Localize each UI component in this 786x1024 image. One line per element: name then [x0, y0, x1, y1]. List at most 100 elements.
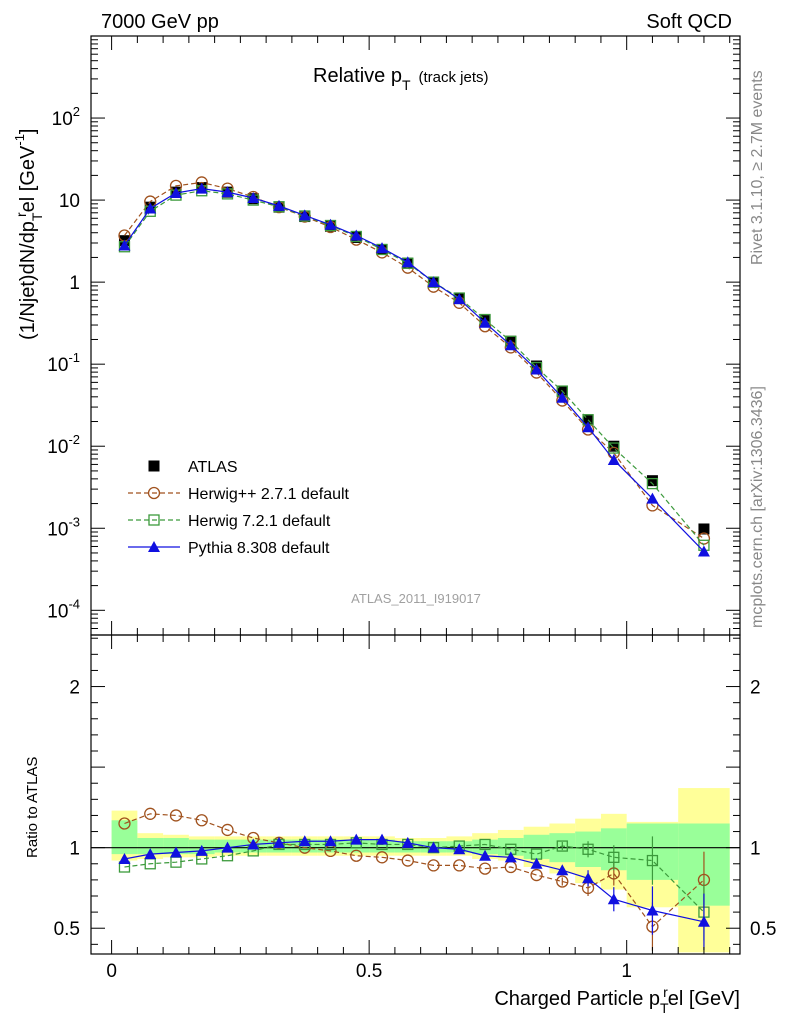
ratio-point-pythia-8-308-default [504, 851, 517, 863]
y-tick-label: 10-3 [47, 514, 80, 540]
ratio-point-pythia-8-308-default [453, 843, 466, 855]
ratio-point-pythia-8-308-default [298, 835, 311, 847]
header-right: Soft QCD [646, 11, 732, 33]
data-point-herwig-2-7-1-default [697, 532, 711, 545]
ratio-point-pythia-8-308-default [401, 836, 414, 848]
ratio-tick-label-left: 0.5 [54, 919, 80, 940]
ratio-line-pythia-8-308-default [124, 839, 705, 923]
source-label: mcplots.cern.ch [arXiv:1306.3436] [749, 386, 766, 628]
series-line-herwig-7-2-1-default [123, 190, 705, 546]
data-point-pythia-8-308-default [556, 391, 569, 403]
y-tick-label: 102 [52, 104, 80, 130]
ratio-point-herwig-7-2-1-default [646, 854, 659, 867]
ratio-tick-label-right: 0.5 [750, 919, 776, 940]
series-line-herwig-2-7-1-default [124, 181, 705, 540]
ratio-point-herwig-2-7-1-default [453, 859, 466, 872]
rivet-label: Rivet 3.1.10, ≥ 2.7M events [749, 70, 766, 265]
data-point-pythia-8-308-default [504, 339, 517, 351]
ratio-point-herwig-2-7-1-default [350, 849, 363, 862]
legend-marker [148, 460, 160, 472]
ratio-tick-label-right: 1 [750, 839, 761, 860]
data-point-atlas [582, 414, 594, 426]
ratio-band-inner [472, 839, 498, 855]
ratio-tick-label-left: 2 [69, 678, 80, 699]
data-point-pythia-8-308-default [298, 209, 311, 221]
data-point-pythia-8-308-default [607, 453, 620, 465]
ratio-series-pythia-8-308-default [118, 833, 710, 950]
ratio-tick-label-right: 2 [750, 678, 761, 699]
ratio-y-label: Ratio to ATLAS [24, 757, 41, 858]
ratio-point-pythia-8-308-default [607, 893, 620, 905]
ratio-point-herwig-7-2-1-default [582, 843, 594, 855]
ratio-point-herwig-2-7-1-default [169, 809, 183, 822]
data-point-pythia-8-308-default [530, 363, 543, 375]
y-tick-label: 10-1 [47, 350, 80, 376]
legend-marker [148, 541, 160, 552]
data-point-pythia-8-308-default [697, 545, 710, 557]
header-left: 7000 GeV pp [101, 11, 219, 33]
legend-item-atlas: ATLAS [148, 459, 238, 476]
series-atlas [118, 182, 710, 535]
y-tick-label: 10 [59, 191, 80, 212]
ratio-point-pythia-8-308-default [169, 846, 182, 858]
ratio-point-pythia-8-308-default [479, 849, 492, 861]
data-point-atlas [608, 440, 620, 452]
analysis-id: ATLAS_2011_I919017 [351, 591, 481, 606]
ratio-point-pythia-8-308-default [221, 841, 234, 853]
ratio-point-herwig-2-7-1-default [375, 851, 389, 864]
series-line-pythia-8-308-default [123, 188, 705, 552]
main-title: Relative pT (track jets) [313, 65, 489, 93]
ratio-point-pythia-8-308-default [118, 852, 131, 864]
data-point-pythia-8-308-default [646, 492, 659, 504]
data-point-pythia-8-308-default [221, 186, 234, 198]
ratio-point-herwig-2-7-1-default [401, 854, 414, 867]
legend-marker [148, 514, 160, 526]
data-point-pythia-8-308-default [453, 293, 466, 305]
x-tick-label: 0 [106, 961, 117, 982]
ratio-point-herwig-2-7-1-default [195, 814, 208, 827]
data-point-atlas [646, 475, 658, 487]
data-point-pythia-8-308-default [582, 421, 595, 433]
ratio-point-pythia-8-308-default [427, 841, 440, 853]
ratio-point-herwig-2-7-1-default [556, 875, 569, 888]
ratio-point-pythia-8-308-default [530, 857, 543, 869]
ratio-point-herwig-2-7-1-default [221, 823, 234, 837]
legend-item-herwig-2-7-1-default: Herwig++ 2.7.1 default [128, 486, 350, 503]
data-point-pythia-8-308-default [350, 229, 363, 241]
legend-label: Herwig 7.2.1 default [188, 513, 331, 530]
ratio-frame [90, 634, 741, 955]
ratio-point-herwig-2-7-1-default [144, 807, 157, 820]
ratio-band-inner [163, 838, 189, 855]
x-tick-label: 1 [621, 961, 632, 982]
data-point-pythia-8-308-default [118, 239, 131, 251]
legend-item-pythia-8-308-default: Pythia 8.308 default [128, 540, 330, 557]
x-axis-label: Charged Particle pTrel [GeV] [494, 984, 740, 1016]
ratio-point-herwig-7-2-1-default [556, 840, 568, 852]
legend-label: Herwig++ 2.7.1 default [188, 486, 350, 503]
data-point-pythia-8-308-default [401, 256, 414, 268]
ratio-band-inner [111, 820, 138, 855]
data-point-pythia-8-308-default [273, 199, 286, 211]
ratio-band-inner [497, 838, 524, 856]
ratio-line-herwig-7-2-1-default [124, 842, 705, 913]
ratio-point-pythia-8-308-default [273, 836, 286, 848]
ratio-point-herwig-2-7-1-default [118, 817, 131, 830]
data-point-pythia-8-308-default [195, 182, 208, 194]
ratio-tick-label-left: 1 [69, 839, 80, 860]
data-point-pythia-8-308-default [427, 276, 440, 288]
y-tick-label: 1 [69, 273, 80, 294]
ratio-band-inner [369, 839, 395, 853]
ratio-point-pythia-8-308-default [697, 915, 710, 927]
ratio-point-pythia-8-308-default [376, 833, 389, 845]
ratio-point-herwig-2-7-1-default [530, 868, 543, 882]
data-point-pythia-8-308-default [479, 316, 492, 328]
ratio-point-pythia-8-308-default [144, 848, 157, 860]
ratio-point-herwig-2-7-1-default [427, 859, 440, 872]
series-pythia-8-308-default [118, 182, 710, 557]
ratio-point-pythia-8-308-default [556, 864, 569, 876]
legend-item-herwig-7-2-1-default: Herwig 7.2.1 default [128, 513, 331, 530]
data-point-pythia-8-308-default [169, 187, 182, 199]
ratio-band-inner [523, 834, 550, 859]
x-tick-label: 0.5 [356, 961, 382, 982]
